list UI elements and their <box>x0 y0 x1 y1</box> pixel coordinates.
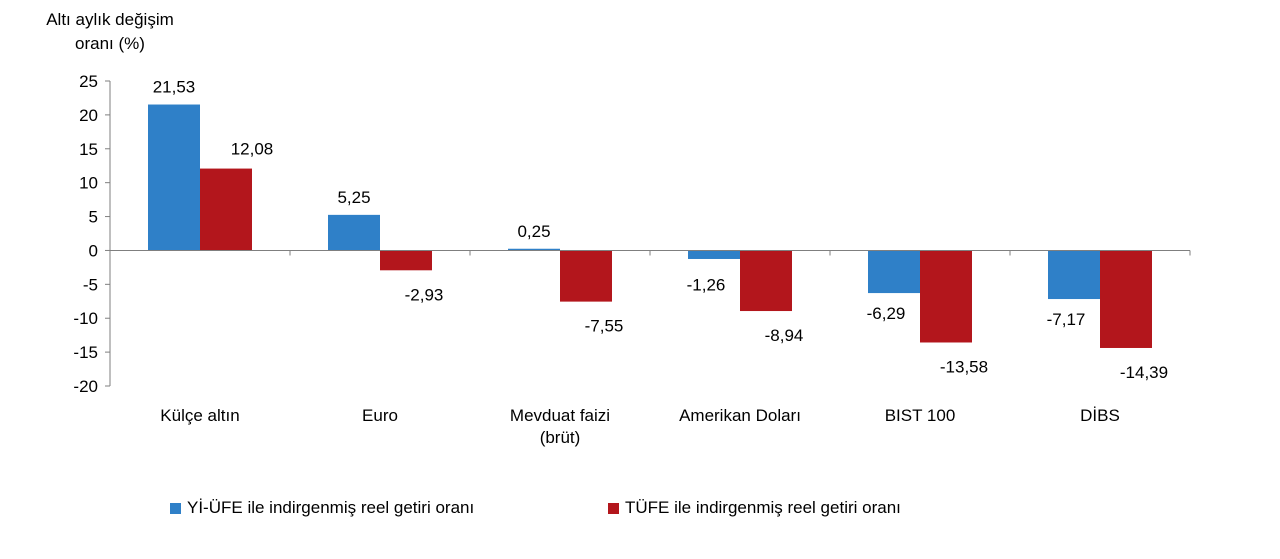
y-tick-label: 5 <box>89 208 98 227</box>
bar-series-2-5 <box>1100 250 1152 348</box>
legend-swatch-series-2 <box>608 502 619 514</box>
y-tick-label: 0 <box>89 241 98 260</box>
legend-item-series-2: TÜFE ile indirgenmiş reel getiri oranı <box>608 498 901 518</box>
bar-series-1-2 <box>508 248 560 251</box>
category-label-1: Euro <box>362 406 398 425</box>
bar-series-2-4 <box>920 250 972 343</box>
category-label-4: BIST 100 <box>885 406 956 425</box>
data-label-series-1-5: -7,17 <box>1047 310 1086 329</box>
y-tick-label: 25 <box>79 72 98 91</box>
y-tick-label: 20 <box>79 106 98 125</box>
legend-label-series-2: TÜFE ile indirgenmiş reel getiri oranı <box>625 498 901 517</box>
data-label-series-2-5: -14,39 <box>1120 363 1168 382</box>
data-label-series-2-2: -7,55 <box>585 317 624 336</box>
bar-series-1-3 <box>688 250 740 259</box>
y-tick-label: -5 <box>83 275 98 294</box>
data-label-series-1-2: 0,25 <box>517 222 550 241</box>
data-label-series-1-1: 5,25 <box>337 188 370 207</box>
category-label-0: Külçe altın <box>160 406 239 425</box>
category-label-2: (brüt) <box>540 428 581 447</box>
data-label-series-2-0: 12,08 <box>231 140 274 159</box>
legend: Yİ-ÜFE ile indirgenmiş reel getiri oranı… <box>0 498 1280 528</box>
data-label-series-1-3: -1,26 <box>687 275 726 294</box>
y-tick-label: 10 <box>79 174 98 193</box>
bar-chart: 25 20 15 10 5 0 -5 -10 -15 -20 21,53 5,25 0,25 -1,26 -… <box>73 72 1191 447</box>
y-axis-title: Altı aylık değişim oranı (%) <box>30 8 190 56</box>
bar-series-2-1 <box>380 250 432 271</box>
bar-series-1-1 <box>328 214 380 251</box>
data-label-series-2-1: -2,93 <box>405 285 444 304</box>
category-label-5: DİBS <box>1080 406 1120 425</box>
y-tick-label: 15 <box>79 140 98 159</box>
bar-series-1-5 <box>1048 250 1100 300</box>
bar-series-1-0 <box>148 104 200 251</box>
legend-label-series-1: Yİ-ÜFE ile indirgenmiş reel getiri oranı <box>187 498 475 517</box>
legend-item-series-1: Yİ-ÜFE ile indirgenmiş reel getiri oranı <box>170 498 474 518</box>
data-label-series-2-4: -13,58 <box>940 357 988 376</box>
y-tick-label: -20 <box>73 377 98 396</box>
bar-series-2-2 <box>560 250 612 302</box>
bar-series-1-4 <box>868 250 920 294</box>
data-label-series-2-3: -8,94 <box>765 326 804 345</box>
data-label-series-1-0: 21,53 <box>153 78 196 97</box>
y-axis-title-line-1: Altı aylık değişim <box>46 10 174 29</box>
data-label-series-1-4: -6,29 <box>867 304 906 323</box>
y-axis-title-line-2: oranı (%) <box>75 34 145 53</box>
bar-series-2-3 <box>740 250 792 312</box>
y-tick-label: -10 <box>73 309 98 328</box>
category-label-2: Mevduat faizi <box>510 406 610 425</box>
legend-swatch-series-1 <box>170 502 181 514</box>
bar-series-2-0 <box>200 168 252 251</box>
category-label-3: Amerikan Doları <box>679 406 801 425</box>
y-tick-label: -15 <box>73 343 98 362</box>
